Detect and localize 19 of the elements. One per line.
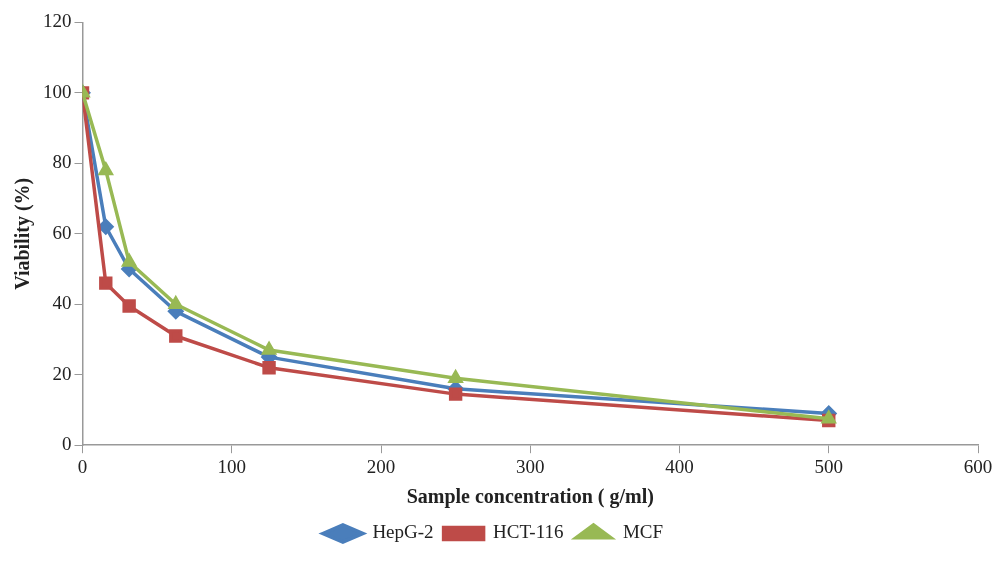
x-tick-label: 200	[366, 455, 396, 477]
y-tick-label: 100	[43, 80, 72, 102]
x-axis-title: Sample concentration ( g/ml)	[406, 485, 654, 509]
legend-label: HepG-2	[372, 521, 434, 543]
x-tick-label: 600	[963, 455, 993, 477]
y-tick-label: 20	[52, 362, 72, 384]
x-tick-label: 400	[665, 455, 694, 477]
legend-label: MCF	[622, 521, 664, 543]
x-tick-label: 0	[77, 455, 88, 477]
y-tick-label: 0	[62, 433, 72, 455]
legend-label: HCT-116	[493, 521, 564, 543]
x-tick-label: 300	[516, 455, 545, 477]
y-tick-label: 120	[43, 10, 72, 32]
x-tick-label: 100	[217, 455, 246, 477]
y-axis-title: Viability (%)	[11, 177, 35, 290]
y-tick-label: 40	[52, 292, 72, 314]
y-tick-label: 60	[52, 221, 72, 243]
x-tick-label: 500	[814, 455, 843, 477]
y-tick-label: 80	[52, 151, 72, 173]
